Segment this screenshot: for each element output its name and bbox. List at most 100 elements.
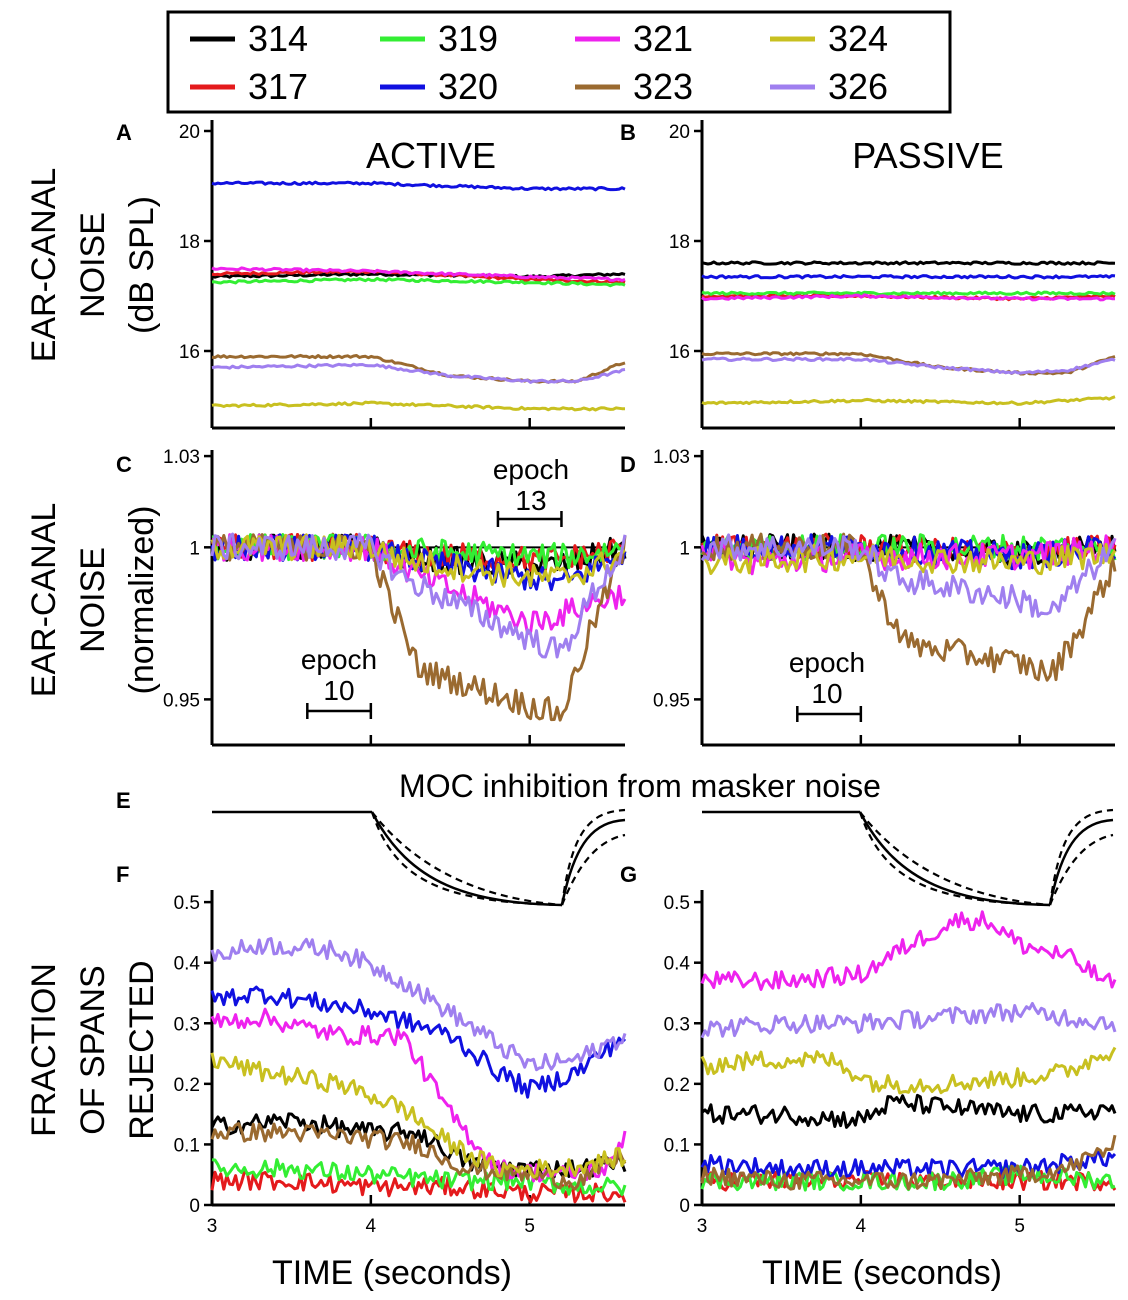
ylabel-row2: EAR-CANAL NOISE (normalized) — [25, 503, 161, 698]
moc-recovery-solid-passive — [1048, 818, 1114, 906]
moc-recovery-fast-active — [560, 808, 626, 906]
moc-recovery-slow-passive — [1048, 833, 1114, 906]
ylabel-row1-line1: EAR-CANAL — [25, 168, 63, 363]
epoch-annotations: epoch 13 epoch 10 epoch 10 — [301, 454, 865, 709]
series-320 — [700, 1148, 1117, 1180]
y-tick-label: 0.1 — [664, 1135, 690, 1156]
panel-letter-d: D — [620, 452, 636, 477]
series-323 — [700, 1134, 1117, 1191]
moc-recovery-fast-passive — [1048, 808, 1114, 906]
panel-d: 0.95 1 1.03 — [653, 447, 1117, 747]
y-tick-label: 0.3 — [174, 1014, 200, 1035]
series-319 — [701, 290, 1116, 296]
series-321 — [211, 266, 626, 282]
legend-item-323: 323 — [575, 66, 693, 107]
ylabel-row1: EAR-CANAL NOISE (dB SPL) — [25, 168, 161, 363]
panel-b: 16 18 20 — [669, 120, 1116, 430]
legend-item-321: 321 — [575, 18, 693, 59]
legend-label: 320 — [438, 66, 498, 107]
x-tick-label: 3 — [697, 1216, 708, 1237]
y-tick-label: 0.1 — [174, 1135, 200, 1156]
xlabel-f: TIME (seconds) — [272, 1254, 512, 1292]
series-326 — [700, 533, 1117, 618]
x-tick-label: 5 — [524, 1216, 535, 1237]
series-321 — [700, 910, 1117, 991]
legend-box — [166, 10, 952, 114]
x-tick-label: 4 — [856, 1216, 867, 1237]
legend: 314 319 321 324 317 320 323 326 — [166, 10, 952, 114]
y-tick-label: 20 — [669, 122, 690, 143]
series-314 — [701, 260, 1116, 266]
ylabel-row1-line2: NOISE — [74, 212, 112, 318]
xlabel-g: TIME (seconds) — [762, 1254, 1002, 1292]
y-tick-label: 1.03 — [653, 447, 690, 468]
legend-item-320: 320 — [380, 66, 498, 107]
legend-item-326: 326 — [770, 66, 888, 107]
y-tick-label: 0.3 — [664, 1014, 690, 1035]
legend-item-319: 319 — [380, 18, 498, 59]
x-tick-label: 3 — [207, 1216, 218, 1237]
panel-letter-a: A — [116, 120, 132, 145]
y-tick-label: 1 — [189, 538, 200, 559]
ylabel-row1-line3: (dB SPL) — [123, 196, 161, 334]
moc-decay-fast-active — [370, 811, 563, 907]
x-tick-label: 4 — [366, 1216, 377, 1237]
moc-decay-slow-active — [371, 811, 563, 907]
series-324 — [701, 395, 1116, 406]
moc-schematic-passive — [702, 808, 1114, 907]
epoch13-bracket-c — [496, 511, 563, 527]
epoch10-label-d: epoch — [789, 647, 865, 678]
moc-decay-solid-passive — [858, 811, 1051, 907]
y-tick-label: 1 — [679, 538, 690, 559]
series-321 — [701, 293, 1115, 302]
series-326 — [210, 532, 627, 659]
series-320 — [211, 180, 626, 192]
moc-decay-solid-active — [370, 811, 563, 907]
moc-schematic-active — [212, 808, 626, 907]
moc-title: MOC inhibition from masker noise — [399, 768, 881, 804]
series-323 — [210, 1122, 627, 1191]
y-tick-label: 1.03 — [163, 447, 200, 468]
panel-f: 0 0.1 0.2 0.3 0.4 0.5 3 4 5 — [174, 890, 627, 1237]
series-324 — [700, 1046, 1117, 1095]
legend-label: 324 — [828, 18, 888, 59]
ylabel-row3-line2: OF SPANS — [74, 965, 112, 1134]
y-tick-label: 0 — [679, 1196, 690, 1217]
moc-recovery-solid-active — [560, 818, 626, 906]
y-tick-label: 0.95 — [653, 690, 690, 711]
epoch10-number-d: 10 — [811, 678, 842, 709]
condition-title-passive: PASSIVE — [852, 135, 1003, 176]
panel-letter-e: E — [116, 788, 131, 813]
y-tick-label: 0.4 — [664, 954, 691, 975]
series-326 — [210, 937, 627, 1072]
legend-label: 326 — [828, 66, 888, 107]
condition-title-active: ACTIVE — [366, 135, 496, 176]
ylabel-row3-line1: FRACTION — [25, 963, 63, 1137]
moc-decay-fast-passive — [858, 811, 1051, 907]
series-321 — [210, 1007, 627, 1183]
ylabel-row3: FRACTION OF SPANS REJECTED — [25, 960, 161, 1139]
legend-label: 323 — [633, 66, 693, 107]
series-317 — [211, 269, 626, 285]
epoch13-label-c: epoch — [493, 454, 569, 485]
x-tick-label: 5 — [1014, 1216, 1025, 1237]
panel-a: 16 18 20 — [179, 120, 626, 430]
legend-label: 317 — [248, 66, 308, 107]
y-tick-label: 18 — [669, 232, 690, 253]
moc-recovery-slow-active — [560, 833, 626, 906]
panel-letter-c: C — [116, 452, 132, 477]
y-tick-label: 16 — [179, 342, 200, 363]
y-tick-label: 0.2 — [174, 1075, 200, 1096]
epoch10-bracket-d — [796, 706, 863, 722]
panel-letter-f: F — [116, 862, 129, 887]
ylabel-row2-line2: NOISE — [74, 547, 112, 653]
series-314 — [210, 1112, 627, 1179]
y-tick-label: 18 — [179, 232, 200, 253]
series-319 — [212, 276, 626, 288]
y-tick-label: 0.5 — [664, 893, 690, 914]
moc-decay-slow-passive — [859, 811, 1051, 907]
series-320 — [210, 985, 627, 1099]
series-326 — [700, 1002, 1117, 1039]
panel-c: 0.95 1 1.03 — [163, 447, 627, 747]
